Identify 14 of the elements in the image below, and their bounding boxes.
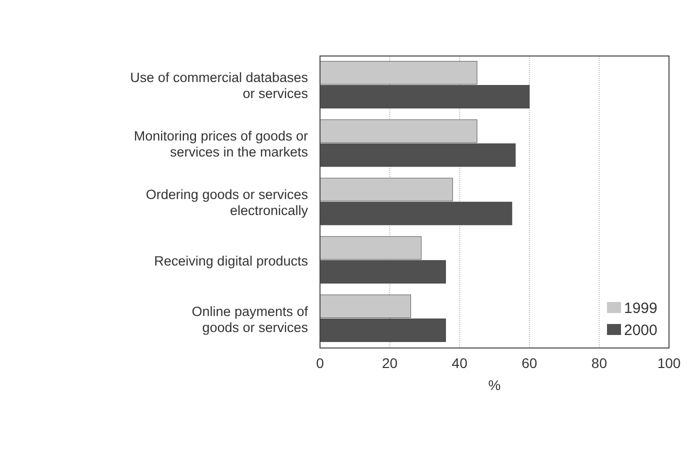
x-tick-label: 40 — [452, 355, 468, 371]
x-tick-label: 0 — [316, 355, 324, 371]
y-tick-label: Online payments of goods or services — [192, 304, 308, 335]
y-tick-label: Monitoring prices of goods or services in the markets — [134, 128, 308, 160]
y-tick-label: Receiving digital products — [154, 253, 308, 268]
x-tick-label: 100 — [657, 355, 681, 371]
x-tick-label: 60 — [522, 355, 538, 371]
x-tick-label: 80 — [591, 355, 608, 371]
y-tick-label: Use of commercial databases or services — [130, 70, 308, 102]
x-axis-title: % — [488, 377, 501, 393]
legend-label: 2000 — [624, 322, 658, 339]
x-tick-label: 20 — [382, 355, 398, 371]
y-tick-label: Ordering goods or services electronically — [146, 187, 308, 218]
legend-label: 1999 — [624, 300, 658, 317]
